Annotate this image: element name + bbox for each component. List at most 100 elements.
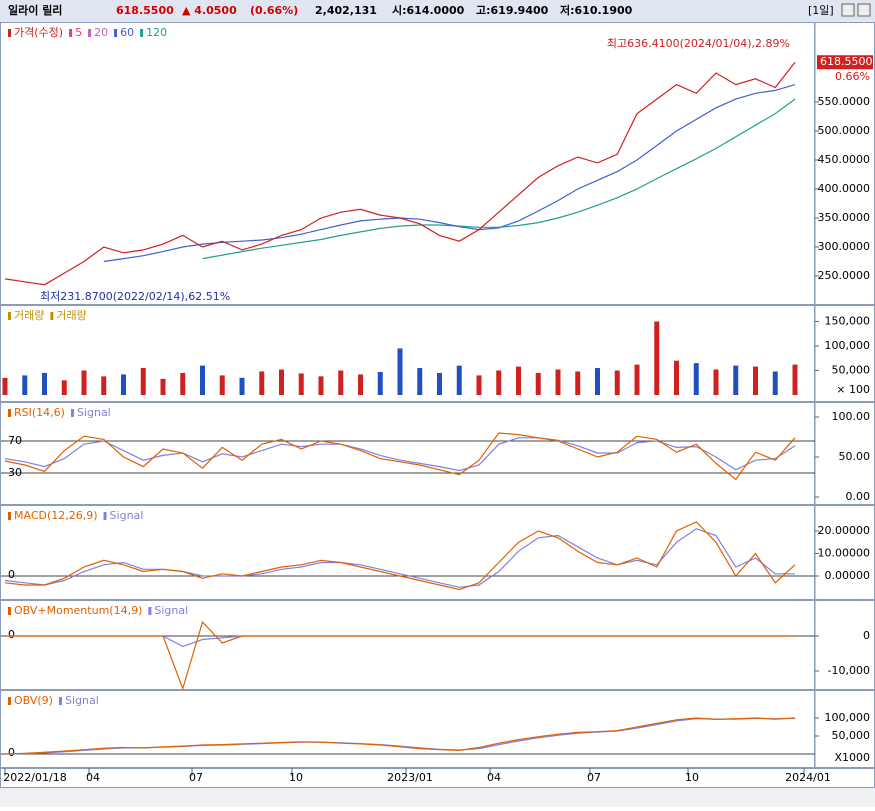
y-tick-label: 20.00000 <box>818 524 871 537</box>
y-tick-label: 50,000 <box>832 364 871 377</box>
volume-bar <box>437 372 442 395</box>
legend-swatch <box>140 29 144 37</box>
volume-bar <box>160 378 166 395</box>
legend-swatch <box>114 29 118 37</box>
legend-swatch <box>8 312 11 320</box>
y-tick-label: 250.0000 <box>818 269 871 282</box>
volume-bar <box>22 375 28 395</box>
legend-label: Signal <box>65 694 99 707</box>
y-tick-label: 100,000 <box>825 711 871 724</box>
zero-label: 0 <box>8 568 15 581</box>
volume-bar <box>476 375 482 395</box>
axis-area <box>814 305 875 402</box>
legend-swatch <box>70 409 74 417</box>
last-price: 618.5500 <box>820 55 873 68</box>
level-label: 70 <box>8 434 22 447</box>
legend-swatch <box>148 607 152 615</box>
volume-bar <box>338 370 344 395</box>
y-tick-label: 10.00000 <box>818 547 871 560</box>
period[interactable]: [1일] <box>808 3 834 17</box>
low: 저:610.1900 <box>560 3 633 17</box>
legend-label: 60 <box>120 26 134 39</box>
volume-bar <box>377 371 383 395</box>
volume-unit: × 100 <box>836 383 870 396</box>
volume-bar <box>298 373 304 395</box>
volume-bar <box>614 370 620 395</box>
legend-swatch <box>8 409 11 417</box>
panel-frame <box>0 600 815 690</box>
x-tick-label: 2023/01 <box>387 771 433 784</box>
volume-bar <box>595 368 600 395</box>
legend-label: Signal <box>110 509 144 522</box>
legend-label: RSI(14,6) <box>14 406 65 419</box>
legend-label: 가격(수정) <box>14 26 63 39</box>
volume: 2,402,131 <box>315 4 377 17</box>
panel-frame <box>0 402 815 505</box>
legend-swatch <box>8 512 11 520</box>
legend-label: 5 <box>75 26 82 39</box>
volume-bar <box>42 372 47 395</box>
last-price-box <box>817 55 873 70</box>
y-tick-label: 400.0000 <box>818 182 871 195</box>
y-tick-label: 0.00000 <box>825 569 871 582</box>
volume-bar <box>2 377 8 395</box>
volume-bar <box>753 366 758 395</box>
x-tick-label: 07 <box>587 771 601 784</box>
legend-label: 120 <box>146 26 167 39</box>
volume-bar <box>535 372 541 395</box>
volume-bar <box>219 375 225 395</box>
y-tick-label: 100.00 <box>832 410 871 423</box>
signal-line <box>4 528 795 588</box>
volume-bar <box>575 371 581 395</box>
legend-swatch <box>69 29 73 37</box>
volume-bar <box>456 365 462 395</box>
volume-bar <box>733 365 739 395</box>
legend-label: 거래량 <box>14 309 44 322</box>
axis-area <box>814 402 875 505</box>
minimize-button[interactable] <box>841 3 855 17</box>
axis-area <box>814 505 875 600</box>
y-tick-label: 50.00 <box>839 450 871 463</box>
volume-bar <box>101 376 107 395</box>
legend-swatch <box>8 29 11 37</box>
legend-label: MACD(12,26,9) <box>14 509 98 522</box>
zero-label: 0 <box>8 746 15 759</box>
open: 시:614.0000 <box>392 4 465 17</box>
close-button[interactable] <box>857 3 871 17</box>
x-tick-label: 10 <box>289 771 303 784</box>
x-tick-label: 04 <box>86 771 100 784</box>
legend-swatch <box>8 697 11 705</box>
price-line <box>4 61 796 286</box>
panel-frame <box>0 505 815 600</box>
legend-swatch <box>103 512 107 520</box>
legend-label: 거래량 <box>56 309 86 322</box>
stock-name: 일라이 릴리 <box>8 3 62 17</box>
volume-bar <box>417 368 423 395</box>
legend-swatch <box>58 697 62 705</box>
level-label: 30 <box>8 466 22 479</box>
legend-label: OBV+Momentum(14,9) <box>14 604 142 617</box>
volume-bar <box>279 369 284 395</box>
high: 고:619.9400 <box>476 4 549 17</box>
scrollbar[interactable] <box>0 788 875 807</box>
volume-bar <box>239 377 245 395</box>
volume-bar <box>121 374 126 395</box>
high-note: 최고636.4100(2024/01/04),2.89% <box>607 37 790 50</box>
y-tick-label: 500.0000 <box>818 124 871 137</box>
volume-bar <box>140 368 146 395</box>
zero-label: 0 <box>8 628 15 641</box>
x-tick-label: 04 <box>487 771 501 784</box>
rsi-line <box>4 432 796 481</box>
legend-swatch <box>88 29 92 37</box>
legend-label: Signal <box>154 604 188 617</box>
indicator-line <box>4 717 796 755</box>
y-tick-label: 350.0000 <box>818 211 871 224</box>
panel-frame <box>0 22 815 305</box>
x-tick-label: 07 <box>189 771 203 784</box>
axis-area <box>814 690 875 768</box>
y-tick-label: 0.00 <box>846 490 871 503</box>
volume-bar <box>61 380 67 395</box>
volume-bar <box>259 371 265 395</box>
x-tick-label: 2024/01 <box>785 771 831 784</box>
volume-bar <box>397 348 403 395</box>
